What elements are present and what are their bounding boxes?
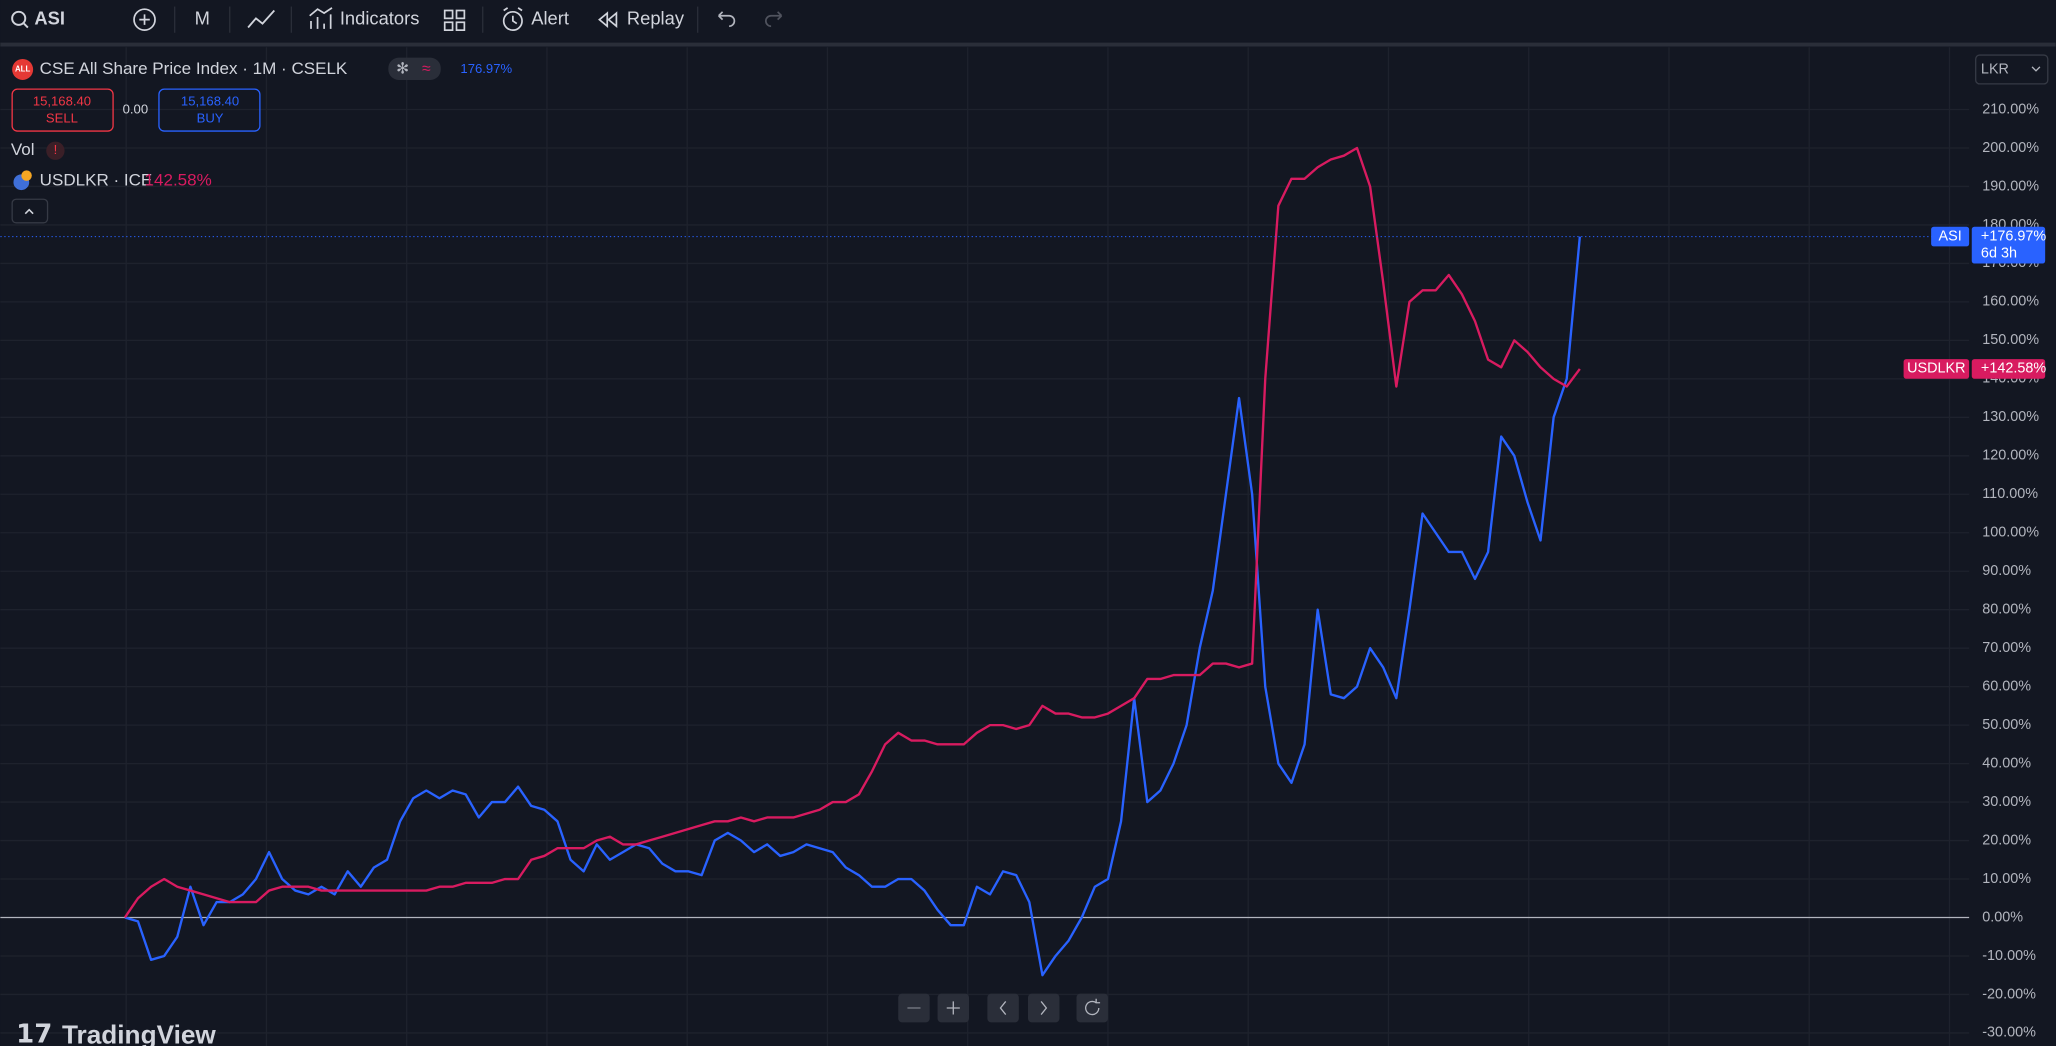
axis-tag-value: +176.97%	[1981, 228, 2046, 244]
axis-tag	[1971, 359, 2046, 379]
sell-button[interactable]	[11, 88, 114, 132]
y-tick-label: 120.00%	[1982, 448, 2039, 464]
y-tick-label: 210.00%	[1982, 101, 2039, 117]
y-tick-label: 100.00%	[1982, 525, 2039, 541]
buy-label[interactable]: BUY	[197, 111, 224, 126]
replay[interactable]: Replay	[627, 8, 685, 29]
add-symbol[interactable]	[133, 8, 156, 31]
y-tick-label: 190.00%	[1982, 178, 2039, 194]
legend-title: CSE All Share Price Index · 1M · CSELK	[40, 59, 348, 78]
y-tick-label: 90.00%	[1982, 563, 2031, 579]
chart-type[interactable]	[247, 9, 275, 29]
indicators[interactable]: Indicators	[340, 8, 420, 29]
volume: Vol	[11, 140, 35, 159]
symbol[interactable]: ASI	[34, 8, 65, 29]
y-tick-label: 30.00%	[1982, 794, 2031, 810]
layouts[interactable]	[443, 9, 466, 31]
buy-button[interactable]	[158, 88, 261, 132]
y-tick-label: 50.00%	[1982, 717, 2031, 733]
series-line	[123, 146, 1581, 919]
y-tick-label: 80.00%	[1982, 602, 2031, 618]
collapse-icon	[24, 208, 34, 215]
warning-icon: !	[54, 142, 58, 157]
undo[interactable]	[718, 11, 736, 28]
y-tick-label: -20.00%	[1982, 986, 2036, 1002]
countdown: 6d 3h	[1981, 245, 2017, 261]
y-tick-label: 160.00%	[1982, 294, 2039, 310]
series-tag-name: ASI	[1939, 228, 1962, 244]
y-tick-label: 10.00%	[1982, 871, 2031, 887]
alert-icon[interactable]	[502, 7, 523, 31]
buy-price[interactable]: 15,168.40	[181, 94, 239, 109]
compare-symbol: USDLKR · ICE	[40, 170, 153, 189]
dropdown-arrow	[2031, 66, 2041, 72]
legend-change: 176.97%	[460, 61, 512, 76]
redo[interactable]	[765, 11, 783, 28]
scroll-left[interactable]	[987, 993, 1019, 1023]
status-badge[interactable]	[388, 57, 441, 80]
series-tag-name: USDLKR	[1907, 361, 1965, 377]
axis-tag-value: +142.58%	[1981, 361, 2046, 377]
y-tick-label: 70.00%	[1982, 640, 2031, 656]
sell-label[interactable]: SELL	[46, 111, 78, 126]
y-tick-label: -30.00%	[1982, 1025, 2036, 1041]
currency[interactable]: LKR	[1981, 61, 2009, 77]
plot	[0, 47, 1970, 1046]
interval[interactable]: M	[195, 8, 210, 29]
navigation	[898, 993, 1108, 1023]
symbol-search[interactable]: ASI	[11, 8, 65, 29]
logo-text: ALL	[15, 65, 30, 74]
axis-tag	[1971, 226, 2046, 264]
y-tick-label: 130.00%	[1982, 409, 2039, 425]
replay-icon[interactable]	[598, 11, 618, 29]
watermark-logo: 𝟭𝟳	[16, 1018, 52, 1046]
reset[interactable]	[1076, 993, 1108, 1023]
y-tick-label: 60.00%	[1982, 678, 2031, 694]
toolbar	[0, 0, 2056, 42]
compare-flag	[21, 170, 32, 181]
sell-price[interactable]: 15,168.40	[33, 94, 91, 109]
y-tick-label: 150.00%	[1982, 332, 2039, 348]
currency-select[interactable]	[1975, 54, 2049, 85]
y-tick-label: 200.00%	[1982, 140, 2039, 156]
alert[interactable]: Alert	[531, 8, 569, 29]
y-tick-label: 110.00%	[1982, 486, 2038, 502]
scroll-right[interactable]	[1028, 993, 1060, 1023]
symbol-logo	[12, 58, 34, 80]
status-icon: ✻	[396, 61, 409, 78]
y-tick-label: 0.00%	[1982, 909, 2023, 925]
indicators-icon[interactable]	[309, 7, 333, 29]
y-tick-label: -10.00%	[1982, 948, 2036, 964]
status-icon: ≈	[422, 61, 431, 78]
series-tag	[1903, 359, 1970, 379]
compare-change: 142.58%	[145, 170, 212, 189]
series-line	[124, 236, 1582, 977]
watermark: TradingView	[62, 1020, 216, 1046]
series-tag	[1931, 226, 1970, 247]
y-tick-label: 20.00%	[1982, 832, 2031, 848]
volume-warning[interactable]	[46, 141, 65, 160]
y-tick-label: 40.00%	[1982, 755, 2031, 771]
spread: 0.00	[123, 102, 148, 117]
